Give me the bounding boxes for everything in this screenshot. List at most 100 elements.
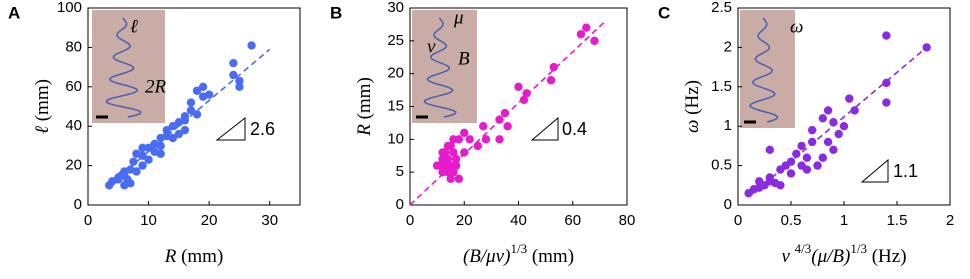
helix: [423, 17, 457, 118]
x-tick-label: 10: [140, 212, 157, 229]
point: [786, 169, 796, 178]
point: [235, 76, 244, 86]
point: [451, 154, 461, 164]
point: [839, 122, 849, 131]
y-tick-label: 60: [65, 78, 82, 95]
point: [156, 133, 165, 143]
point: [120, 171, 129, 180]
x-tick-label: 40: [510, 212, 527, 229]
point: [546, 76, 556, 85]
point: [229, 58, 238, 68]
point: [481, 135, 491, 144]
x-tick-label: 80: [619, 212, 636, 229]
point: [479, 122, 488, 131]
y-axis-label-part: (mm): [354, 77, 375, 124]
point: [192, 110, 202, 119]
inset-label: ω: [790, 16, 803, 37]
point: [882, 78, 891, 88]
x-axis-label-part: (μ/B): [811, 246, 850, 267]
x-axis-label: v 4/3(μ/B)1/3 (Hz): [781, 241, 906, 267]
point: [126, 179, 135, 188]
point: [786, 157, 796, 166]
y-axis-label-part: R: [354, 124, 375, 137]
y-axis-label: ℓ (mm): [32, 79, 53, 134]
point: [168, 122, 177, 131]
y-tick-label: 0: [396, 196, 404, 213]
point: [451, 161, 461, 170]
y-axis-label-part: ω: [682, 120, 703, 133]
point: [132, 167, 141, 176]
slope-label: 1.1: [893, 161, 918, 181]
point: [765, 145, 774, 155]
y-tick-label: 20: [65, 157, 82, 174]
x-axis-label-part: R: [164, 246, 177, 267]
slope-label: 2.6: [250, 119, 275, 139]
point: [460, 148, 469, 157]
panel: ω 0 0.5 1 1.5 2 0 0.5 1 1.5 2 2.5 v 4/3(μ/B)1/3 (Hz)…: [658, 0, 954, 267]
x-tick-label: 20: [201, 212, 218, 229]
helix: [105, 17, 142, 118]
y-tick-label: 0: [724, 196, 732, 213]
point: [522, 89, 531, 98]
plot-frame: [87, 7, 301, 206]
x-tick-label: 0: [406, 212, 414, 229]
x-tick-label: 0.5: [781, 212, 802, 229]
point: [823, 137, 833, 147]
point: [776, 181, 785, 190]
y-tick-label: 30: [387, 0, 404, 16]
y-tick-label: 10: [387, 130, 404, 147]
x-axis-label: (B/μv)1/3 (mm): [463, 241, 574, 267]
point: [229, 70, 238, 80]
point: [473, 141, 483, 151]
point: [449, 148, 458, 157]
y-tick-label: 0: [74, 196, 82, 213]
point: [138, 143, 147, 153]
y-tick-label: 2.5: [711, 0, 732, 16]
point: [797, 141, 806, 151]
x-tick-label: 30: [261, 212, 278, 229]
point: [174, 129, 184, 139]
inset-photo: [92, 10, 165, 123]
panel-label: C: [658, 3, 670, 22]
point: [186, 106, 196, 115]
y-tick-label: 0.5: [711, 157, 732, 174]
point: [829, 118, 838, 127]
point: [834, 129, 843, 139]
point: [922, 43, 931, 52]
y-tick-label: 5: [396, 163, 404, 180]
point: [247, 41, 256, 50]
point: [438, 148, 447, 157]
x-tick-label: 60: [564, 212, 581, 229]
point: [162, 125, 171, 135]
slope-triangle: [860, 158, 889, 183]
point: [818, 153, 827, 162]
x-axis-label-part: (mm): [176, 246, 223, 267]
point: [808, 125, 817, 135]
point: [500, 108, 510, 118]
point: [192, 86, 202, 95]
point: [198, 82, 208, 92]
point: [144, 143, 153, 153]
x-tick-label: 0: [84, 212, 92, 229]
point: [765, 173, 774, 182]
point: [144, 155, 153, 164]
inset-label: B: [458, 48, 470, 69]
y-axis-label-part: (Hz): [682, 80, 703, 120]
point: [204, 90, 214, 99]
point: [235, 82, 244, 92]
x-axis-label-part: 1/3: [510, 241, 527, 256]
point: [186, 98, 196, 107]
inset-label: μ: [453, 7, 464, 28]
point: [138, 161, 147, 170]
x-tick-label: 1.5: [887, 212, 908, 229]
point: [590, 36, 599, 46]
point: [792, 149, 801, 158]
slope-triangle: [215, 116, 246, 141]
panel-label: B: [330, 3, 342, 22]
panel-label: A: [8, 3, 20, 22]
point: [582, 23, 591, 32]
y-tick-label: 1: [724, 117, 732, 134]
